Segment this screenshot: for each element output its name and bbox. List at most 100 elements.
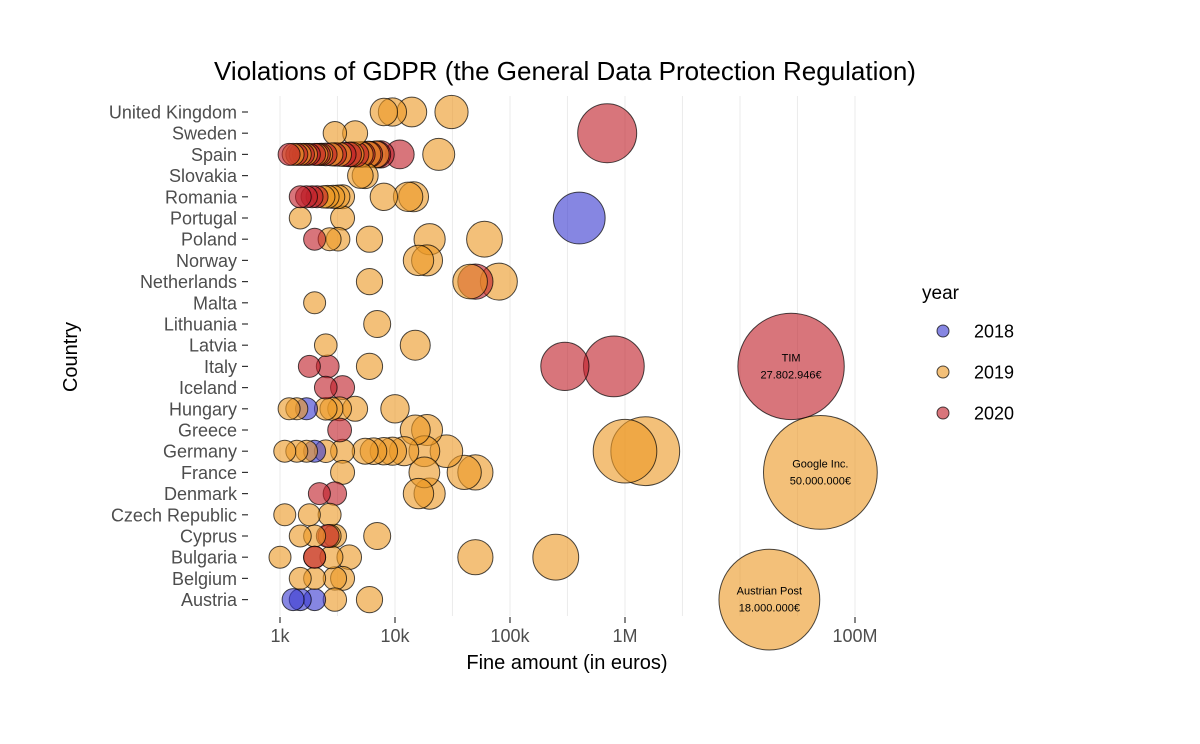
bubble-2019-belgium: [288, 566, 312, 590]
y-tick-label-slovakia: Slovakia: [169, 166, 238, 186]
y-tick-label-sweden: Sweden: [172, 124, 237, 144]
y-tick-label-hungary: Hungary: [169, 399, 237, 419]
y-tick-label-united-kingdom: United Kingdom: [109, 103, 237, 123]
bubble-2020-denmark: [307, 482, 331, 506]
y-tick-label-malta: Malta: [193, 293, 238, 313]
legend-swatch-2020: [936, 406, 950, 420]
y-tick-label-france: France: [181, 463, 237, 483]
bubble-2018-portugal: [552, 191, 606, 245]
y-tick-label-latvia: Latvia: [189, 336, 238, 356]
legend-label-2018: 2018: [974, 322, 1014, 342]
bubble-2019-latvia: [313, 333, 338, 358]
bubble-2019-netherlands: [452, 263, 488, 300]
x-tick-label-1M: 1M: [612, 626, 637, 646]
bubble-2019-hungary: [380, 394, 410, 424]
bubble-2019-bulgaria: [457, 539, 494, 576]
bubble-2019-latvia: [399, 329, 431, 361]
bubble-2019-france: [330, 459, 356, 485]
bubble-2020-sweden: [577, 103, 638, 164]
bubble-2019-france: [762, 415, 878, 530]
bubble-2020-italy: [540, 341, 590, 391]
y-axis-label: Country: [60, 322, 82, 392]
legend-title: year: [922, 283, 960, 304]
bubble-2019-spain: [422, 137, 456, 171]
bubble-2019-austria: [322, 587, 348, 612]
y-tick-label-italy: Italy: [204, 357, 237, 377]
legend: year 2018 2019 2020: [922, 283, 1014, 424]
y-tick-label-austria: Austria: [181, 590, 238, 610]
bubble-2020-italy: [297, 354, 321, 378]
bubble-2020-greece: [327, 417, 353, 443]
y-tick-label-iceland: Iceland: [179, 378, 237, 398]
bubble-2020-italy: [582, 335, 645, 398]
bubble-2019-hungary: [277, 397, 301, 421]
bubble-2019-austria: [355, 586, 384, 614]
bubble-2019-portugal: [288, 206, 312, 230]
bubble-2019-czech-republic: [317, 502, 342, 527]
bubble-2019-sweden: [322, 121, 348, 146]
bubble-2019-netherlands: [355, 268, 384, 296]
legend-label-2020: 2020: [974, 404, 1014, 424]
bubble-2020-bulgaria: [303, 545, 327, 569]
x-axis-label: Fine amount (in euros): [466, 652, 667, 674]
x-axis-ticks: 1k 10k 100k 1M 100M: [270, 617, 878, 646]
y-tick-label-bulgaria: Bulgaria: [171, 548, 238, 568]
bubble-2020-italy: [737, 312, 845, 421]
bubble-2019-poland: [466, 220, 503, 258]
y-tick-label-norway: Norway: [176, 251, 237, 271]
bubble-2020-spain: [277, 142, 301, 166]
y-tick-label-czech-republic: Czech Republic: [111, 505, 237, 525]
bubble-2019-austria: [718, 548, 821, 651]
x-tick-label-100k: 100k: [490, 626, 530, 646]
y-tick-label-cyprus: Cyprus: [180, 527, 237, 547]
x-tick-label-100M: 100M: [832, 626, 877, 646]
bubble-2019-united-kingdom: [369, 97, 399, 127]
annotation-italy-line-2: 27.802.946€: [760, 369, 821, 381]
annotation-austria-line-2: 18.000.000€: [739, 603, 800, 615]
bubble-2019-czech-republic: [297, 503, 321, 527]
bubble-2019-cyprus: [363, 522, 392, 550]
bubble-2018-austria: [281, 588, 305, 612]
annotations: Google Inc. 50.000.000€ TIM 27.802.946€ Aust…: [737, 352, 851, 614]
bubbles: [268, 94, 878, 651]
bubble-2019-cyprus: [288, 524, 312, 548]
bubble-2019-bulgaria: [532, 533, 580, 581]
bubble-2019-italy: [355, 352, 384, 380]
bubble-2019-bulgaria: [268, 545, 292, 569]
legend-swatch-2018: [936, 324, 950, 338]
chart-title: Violations of GDPR (the General Data Pro…: [214, 56, 916, 86]
bubble-2019-malta: [303, 291, 327, 315]
y-tick-label-belgium: Belgium: [172, 569, 237, 589]
annotation-france-line-2: 50.000.000€: [790, 475, 851, 487]
bubble-2020-iceland: [313, 375, 338, 400]
bubble-2019-romania: [369, 182, 399, 212]
annotation-italy-line-1: TIM: [782, 352, 801, 364]
legend-label-2019: 2019: [974, 363, 1014, 383]
y-tick-label-poland: Poland: [181, 230, 237, 250]
y-tick-label-netherlands: Netherlands: [140, 272, 237, 292]
bubble-2019-germany: [592, 418, 658, 484]
bubble-2019-czech-republic: [273, 503, 297, 527]
bubble-2020-romania: [288, 185, 312, 209]
annotation-austria-line-1: Austrian Post: [737, 586, 802, 598]
y-tick-label-denmark: Denmark: [164, 484, 238, 504]
bubble-2019-poland: [355, 225, 384, 253]
bubble-2019-germany: [351, 437, 379, 465]
y-tick-label-germany: Germany: [163, 442, 237, 462]
bubble-2019-united-kingdom: [434, 94, 469, 130]
y-tick-label-spain: Spain: [191, 145, 237, 165]
x-tick-label-1k: 1k: [270, 626, 290, 646]
y-tick-label-lithuania: Lithuania: [164, 315, 238, 335]
y-tick-label-portugal: Portugal: [170, 209, 237, 229]
annotation-france-line-1: Google Inc.: [792, 458, 848, 470]
y-axis-ticks: United KingdomSwedenSpainSlovakiaRomania…: [109, 103, 248, 610]
bubble-2019-portugal: [330, 205, 356, 231]
bubble-2019-belgium: [322, 566, 348, 591]
x-tick-label-10k: 10k: [380, 626, 410, 646]
bubble-2019-norway: [402, 244, 435, 277]
bubble-2020-poland: [303, 227, 327, 251]
bubble-2019-denmark: [402, 477, 435, 510]
y-tick-label-greece: Greece: [178, 421, 237, 441]
legend-swatch-2019: [936, 365, 950, 379]
